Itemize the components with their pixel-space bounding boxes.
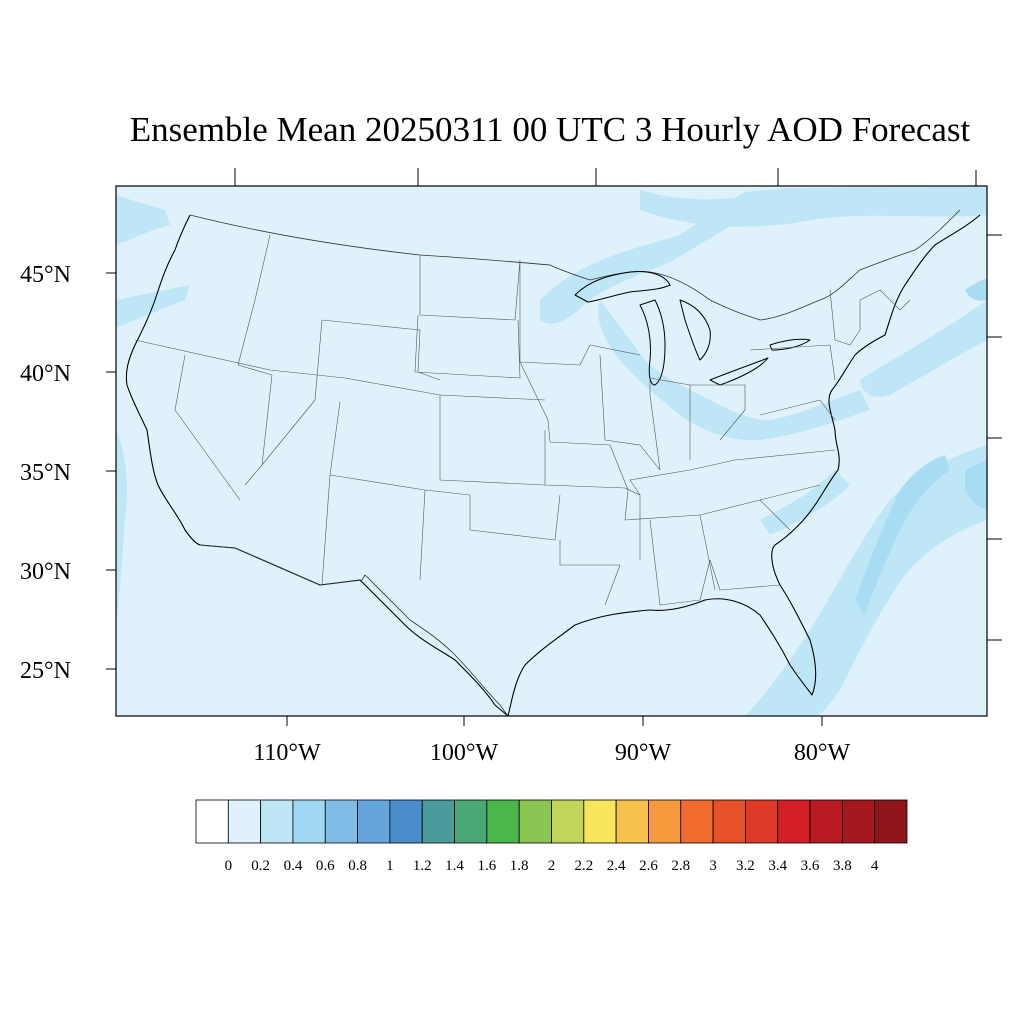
lon-label-90w: 90°W bbox=[615, 740, 672, 766]
plume-atlantic-core bbox=[855, 455, 950, 615]
colorbar-label: 1.4 bbox=[445, 858, 464, 874]
colorbar-label: 1.6 bbox=[477, 858, 496, 874]
lat-label-40n: 40°N bbox=[20, 361, 71, 387]
plume-offshore-core bbox=[965, 460, 987, 510]
colorbar-label: 0.6 bbox=[316, 858, 335, 874]
colorbar-label: 1.8 bbox=[510, 858, 529, 874]
colorbar-label: 0 bbox=[225, 858, 233, 874]
colorbar-label: 1.2 bbox=[413, 858, 432, 874]
colorbar-swatch bbox=[745, 799, 779, 844]
lake-huron bbox=[679, 299, 711, 361]
plume-gulf-caribbean bbox=[640, 186, 987, 227]
colorbar-label: 4 bbox=[871, 858, 879, 874]
longitude-labels: 110°W 100°W 90°W 80°W bbox=[253, 740, 850, 766]
state-borders bbox=[134, 234, 911, 606]
plume-pacific-south bbox=[116, 430, 127, 620]
colorbar-swatch bbox=[809, 799, 843, 844]
colorbar-label: 0.4 bbox=[284, 858, 303, 874]
mexico-border bbox=[199, 544, 509, 717]
plume-midwest bbox=[598, 300, 870, 441]
lat-label-25n: 25°N bbox=[20, 658, 71, 684]
colorbar-swatch bbox=[874, 799, 908, 844]
colorbar-swatch bbox=[583, 799, 617, 844]
colorbar-swatch bbox=[518, 799, 552, 844]
colorbar-swatch bbox=[389, 799, 423, 844]
lat-label-35n: 35°N bbox=[20, 460, 71, 486]
colorbar-label: 3.4 bbox=[768, 858, 787, 874]
lon-label-80w: 80°W bbox=[794, 740, 851, 766]
lake-superior bbox=[574, 271, 671, 303]
lon-label-100w: 100°W bbox=[430, 740, 499, 766]
colorbar-swatch bbox=[841, 799, 876, 844]
colorbar-swatch bbox=[454, 799, 488, 844]
lon-label-110w: 110°W bbox=[253, 740, 321, 766]
lat-label-30n: 30°N bbox=[20, 559, 71, 585]
colorbar-label: 3.8 bbox=[833, 858, 852, 874]
map-title: Ensemble Mean 20250311 00 UTC 3 Hourly A… bbox=[129, 110, 971, 149]
colorbar-swatch bbox=[648, 799, 682, 844]
latitude-labels: 45°N 40°N 35°N 30°N 25°N bbox=[20, 262, 71, 684]
colorbar-label: 1 bbox=[386, 858, 394, 874]
colorbar: 0 0.2 0.4 0.6 0.8 1 1.2 1.4 1.6 1.8 2 2.2 2.4 2.6 2.8 3… bbox=[195, 799, 908, 874]
colorbar-swatch bbox=[292, 799, 326, 844]
colorbar-swatch bbox=[421, 799, 455, 844]
colorbar-label: 0.2 bbox=[251, 858, 270, 874]
colorbar-swatch bbox=[551, 799, 585, 844]
lat-label-45n: 45°N bbox=[20, 262, 71, 288]
colorbar-label: 2.2 bbox=[574, 858, 593, 874]
colorbar-swatch bbox=[486, 799, 520, 844]
colorbar-label: 3.2 bbox=[736, 858, 755, 874]
map-tick-marks bbox=[106, 168, 1002, 726]
us-coastline bbox=[125, 214, 981, 717]
colorbar-swatch bbox=[324, 799, 358, 844]
map-boundaries bbox=[125, 209, 981, 717]
colorbar-swatch bbox=[195, 799, 229, 844]
plume-northeast bbox=[860, 300, 987, 397]
colorbar-label: 2.8 bbox=[671, 858, 690, 874]
plume-maine-core bbox=[965, 278, 987, 301]
colorbar-label: 3 bbox=[709, 858, 717, 874]
plume-pacific-nw bbox=[116, 195, 170, 245]
colorbar-label: 2 bbox=[548, 858, 556, 874]
colorbar-swatch bbox=[615, 799, 649, 844]
colorbar-swatch bbox=[777, 799, 811, 844]
colorbar-label: 2.4 bbox=[607, 858, 626, 874]
lake-ontario bbox=[769, 338, 811, 351]
lake-michigan bbox=[639, 299, 666, 386]
colorbar-label: 0.8 bbox=[348, 858, 367, 874]
lake-erie bbox=[709, 357, 769, 386]
colorbar-label: 2.6 bbox=[639, 858, 658, 874]
colorbar-swatch bbox=[680, 799, 714, 844]
colorbar-swatch bbox=[227, 799, 262, 844]
colorbar-swatch bbox=[712, 799, 746, 844]
colorbar-label: 3.6 bbox=[801, 858, 820, 874]
colorbar-swatch bbox=[260, 799, 294, 844]
map-frame bbox=[115, 185, 988, 717]
colorbar-swatch bbox=[357, 799, 391, 844]
